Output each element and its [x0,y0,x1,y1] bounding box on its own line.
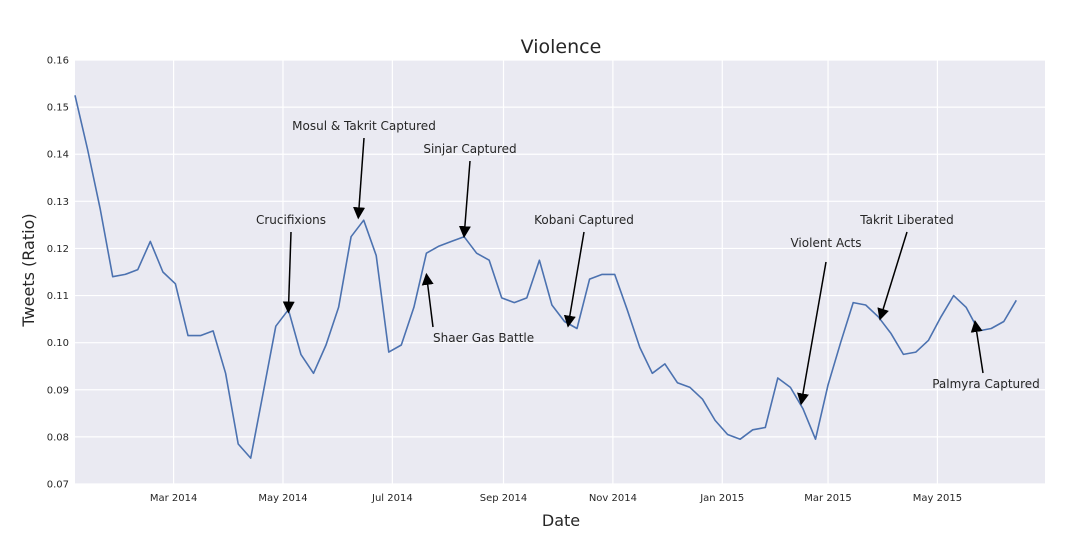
x-tick-label: May 2015 [913,493,962,504]
chart-title: Violence [521,36,602,58]
x-axis-label: Date [542,511,580,530]
annotation: Violent Acts [790,236,862,406]
y-tick-label: 0.07 [47,480,69,491]
x-axis-ticks: Mar 2014 May 2014 Jul 2014 Sep 2014 Nov 2014… [150,493,962,504]
y-tick-label: 0.15 [47,103,69,114]
annotation-arrow [282,231,295,314]
y-tick-label: 0.09 [47,385,69,396]
annotation-label: Mosul & Takrit Captured [292,119,436,133]
series-line [74,95,1017,459]
annotation: Kobani Captured [534,213,634,328]
x-tick-label: Sep 2014 [480,493,527,504]
x-tick-label: Nov 2014 [589,493,637,504]
annotation-arrow [421,272,434,328]
y-tick-label: 0.13 [47,197,69,208]
annotation: Takrit Liberated [859,213,954,321]
plot-background [75,60,1045,484]
y-tick-label: 0.12 [47,244,69,255]
x-tick-label: Jul 2014 [371,493,413,504]
x-tick-label: Jan 2015 [699,493,744,504]
annotation: Crucifixions [256,213,326,314]
y-tick-label: 0.08 [47,432,69,443]
annotation-arrow [353,137,366,220]
annotation-label: Takrit Liberated [859,213,953,227]
series-layer [74,95,1017,459]
annotations-layer: Crucifixions Mosul & Takrit Captured Sinja… [256,119,1040,406]
y-axis-ticks: 0.07 0.08 0.09 0.10 0.11 0.12 0.13 0.14 0.15 0.16 [47,56,69,491]
annotation-label: Shaer Gas Battle [433,331,534,345]
x-tick-label: May 2014 [258,493,307,504]
annotation-arrow [970,319,984,374]
annotation-arrow [563,231,585,328]
y-tick-label: 0.10 [47,338,69,349]
annotation-arrow [797,261,827,406]
annotation-label: Crucifixions [256,213,326,227]
annotation: Sinjar Captured [423,142,517,239]
annotation-label: Violent Acts [790,236,861,250]
x-tick-label: Mar 2015 [804,493,852,504]
annotation-arrow [458,160,471,239]
annotation: Mosul & Takrit Captured [292,119,436,220]
y-axis-label: Tweets (Ratio) [19,213,38,327]
y-tick-label: 0.16 [47,56,69,67]
y-tick-label: 0.11 [47,291,69,302]
annotation: Shaer Gas Battle [421,272,534,345]
gridlines [75,59,1045,485]
annotation-label: Sinjar Captured [423,142,516,156]
annotation-arrow [877,231,908,321]
annotation-label: Palmyra Captured [932,377,1040,391]
y-tick-label: 0.14 [47,150,69,161]
annotation-label: Kobani Captured [534,213,634,227]
x-tick-label: Mar 2014 [150,493,198,504]
annotation: Palmyra Captured [932,319,1040,391]
